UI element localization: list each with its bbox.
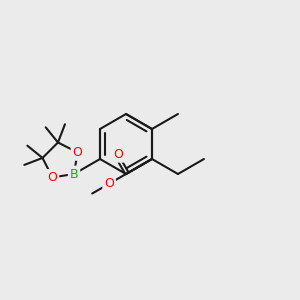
Text: B: B <box>70 167 78 181</box>
Text: O: O <box>73 146 82 159</box>
Text: O: O <box>104 177 114 190</box>
Text: O: O <box>47 171 57 184</box>
Text: O: O <box>113 148 123 161</box>
